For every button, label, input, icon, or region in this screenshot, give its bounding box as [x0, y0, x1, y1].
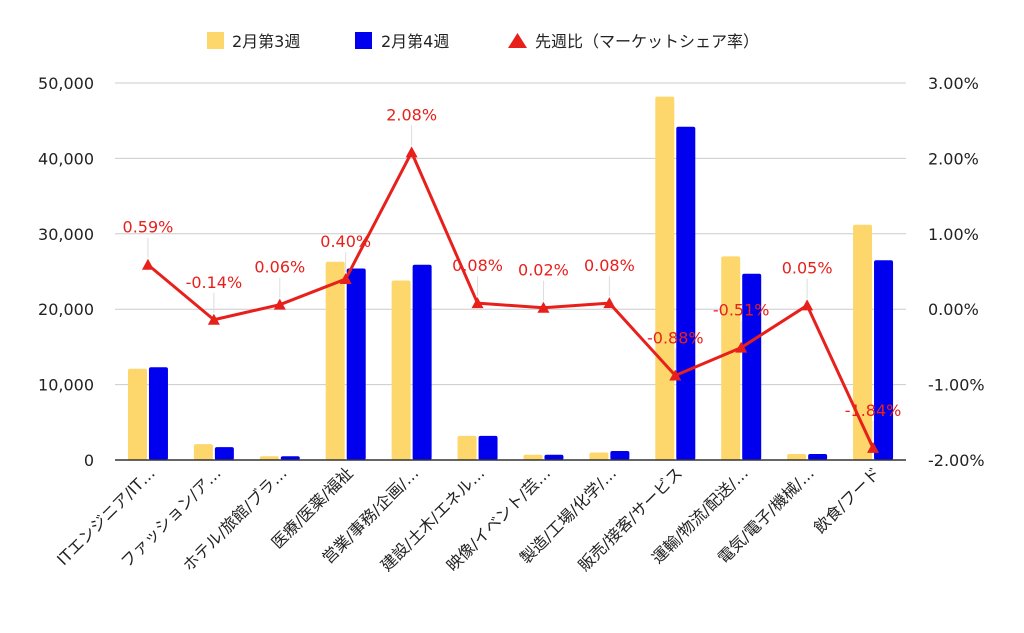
gridlines: [115, 82, 906, 386]
share-change-data-label: 0.02%: [518, 261, 569, 280]
share-change-data-label: 2.08%: [386, 105, 437, 124]
bar-week3: [853, 224, 873, 460]
bar-week4: [346, 268, 366, 460]
legend-swatch-week3: [207, 32, 224, 49]
share-change-data-label: 0.08%: [452, 256, 503, 275]
share-change-line: [146, 150, 875, 449]
bar-week4: [478, 435, 498, 460]
right-axis-tick-label: -2.00%: [928, 451, 985, 470]
bar-week4: [148, 367, 168, 460]
left-axis-tick-label: 10,000: [38, 376, 94, 395]
legend-label-week3: 2月第3週: [232, 32, 300, 51]
share-change-marker: [537, 301, 550, 313]
share-change-data-label: 0.59%: [123, 218, 174, 237]
bars: [127, 96, 894, 461]
right-axis-tick-label: 2.00%: [928, 149, 979, 168]
right-axis: -2.00% -1.00% 0.00% 1.00% 2.00% 3.00%: [928, 74, 985, 470]
bar-week3: [325, 261, 345, 460]
left-axis-tick-label: 40,000: [38, 149, 94, 168]
share-change-data-label: 0.05%: [782, 258, 833, 277]
legend-swatch-share-change: [508, 33, 527, 48]
bar-week4: [544, 454, 564, 460]
left-axis-tick-label: 20,000: [38, 300, 94, 319]
bar-week4: [610, 450, 630, 460]
share-change-marker: [141, 258, 154, 270]
share-change-data-label: -0.14%: [186, 273, 243, 292]
bar-week4: [808, 453, 828, 460]
share-change-marker: [339, 273, 352, 285]
share-change-marker: [867, 441, 880, 453]
legend: 2月第3週 2月第4週 先週比（マーケットシェア率）: [207, 32, 759, 51]
bar-week4: [412, 264, 432, 460]
bar-week4: [874, 260, 894, 460]
x-axis-category-labels: ITエンジニア/IT…ファッション/ア…ホテル/旅館/ブラ…医療/医薬/福祉営業…: [53, 463, 884, 575]
bar-week3: [127, 368, 147, 460]
bar-week3: [391, 280, 411, 460]
right-axis-tick-label: 1.00%: [928, 225, 979, 244]
bar-week3: [655, 96, 675, 461]
bar-week3: [193, 444, 213, 460]
share-change-marker: [273, 298, 286, 310]
bar-week4: [742, 273, 762, 460]
left-axis: 0 10,000 20,000 30,000 40,000 50,000: [38, 74, 94, 470]
right-axis-tick-label: -1.00%: [928, 376, 985, 395]
left-axis-tick-label: 0: [84, 451, 94, 470]
bar-week3: [721, 256, 741, 460]
bar-week3: [457, 435, 477, 460]
right-axis-tick-label: 0.00%: [928, 300, 979, 319]
bar-week3: [523, 454, 543, 460]
share-change-marker: [801, 299, 814, 311]
share-change-data-label: -1.84%: [845, 401, 902, 420]
x-axis-category-label: 飲食/フード: [810, 463, 884, 537]
share-change-marker: [735, 341, 748, 353]
share-change-marker: [207, 313, 220, 325]
legend-label-week4: 2月第4週: [381, 32, 449, 51]
right-axis-tick-label: 3.00%: [928, 74, 979, 93]
legend-label-share-change: 先週比（マーケットシェア率）: [535, 32, 759, 51]
share-change-data-label: -0.51%: [713, 301, 770, 320]
share-change-data-label: 0.40%: [320, 232, 371, 251]
share-change-marker: [669, 369, 682, 381]
left-axis-tick-label: 50,000: [38, 74, 94, 93]
bar-week3: [787, 453, 807, 460]
bar-week3: [589, 452, 609, 460]
share-change-data-label: 0.06%: [254, 258, 305, 277]
legend-swatch-week4: [355, 32, 372, 49]
bar-week3: [259, 456, 279, 460]
share-change-marker: [405, 146, 418, 158]
bar-week4: [676, 126, 696, 461]
share-change-data-label: -0.88%: [647, 329, 704, 348]
bar-week4: [280, 456, 300, 460]
share-change-series: 0.59% -0.14% 0.06% 0.40% 2.08% 0.08% 0.02% 0.08…: [123, 105, 902, 453]
left-axis-tick-label: 30,000: [38, 225, 94, 244]
share-change-marker: [603, 297, 616, 309]
share-change-data-label: 0.08%: [584, 256, 635, 275]
bar-week4: [214, 447, 234, 460]
share-change-marker: [471, 297, 484, 309]
